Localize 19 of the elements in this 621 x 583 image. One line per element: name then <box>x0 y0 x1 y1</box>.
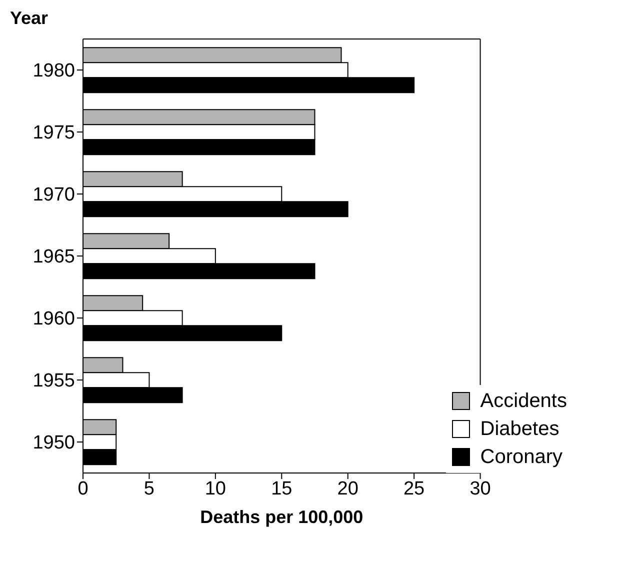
y-tick-label: 1960 <box>32 308 75 330</box>
legend-label: Coronary <box>480 446 563 468</box>
legend-label: Accidents <box>480 390 567 412</box>
y-tick-label: 1950 <box>32 432 75 454</box>
x-tick-label: 5 <box>144 478 155 500</box>
x-tick-label: 0 <box>78 478 88 500</box>
legend-label: Diabetes <box>480 418 560 440</box>
y-tick-label: 1970 <box>32 184 75 206</box>
y-tick-label: 1955 <box>32 370 75 392</box>
x-tick-label: 20 <box>337 478 358 500</box>
y-tick-label: 1980 <box>32 60 75 82</box>
y-tick-label: 1975 <box>32 122 75 144</box>
y-axis-title: Year <box>10 8 48 29</box>
x-axis-title: Deaths per 100,000 <box>200 507 364 527</box>
x-tick-label: 25 <box>403 478 425 500</box>
y-tick-label: 1965 <box>32 246 75 268</box>
x-tick-label: 15 <box>271 478 292 500</box>
x-tick-label: 10 <box>204 478 226 500</box>
x-tick-label: 30 <box>470 478 491 500</box>
